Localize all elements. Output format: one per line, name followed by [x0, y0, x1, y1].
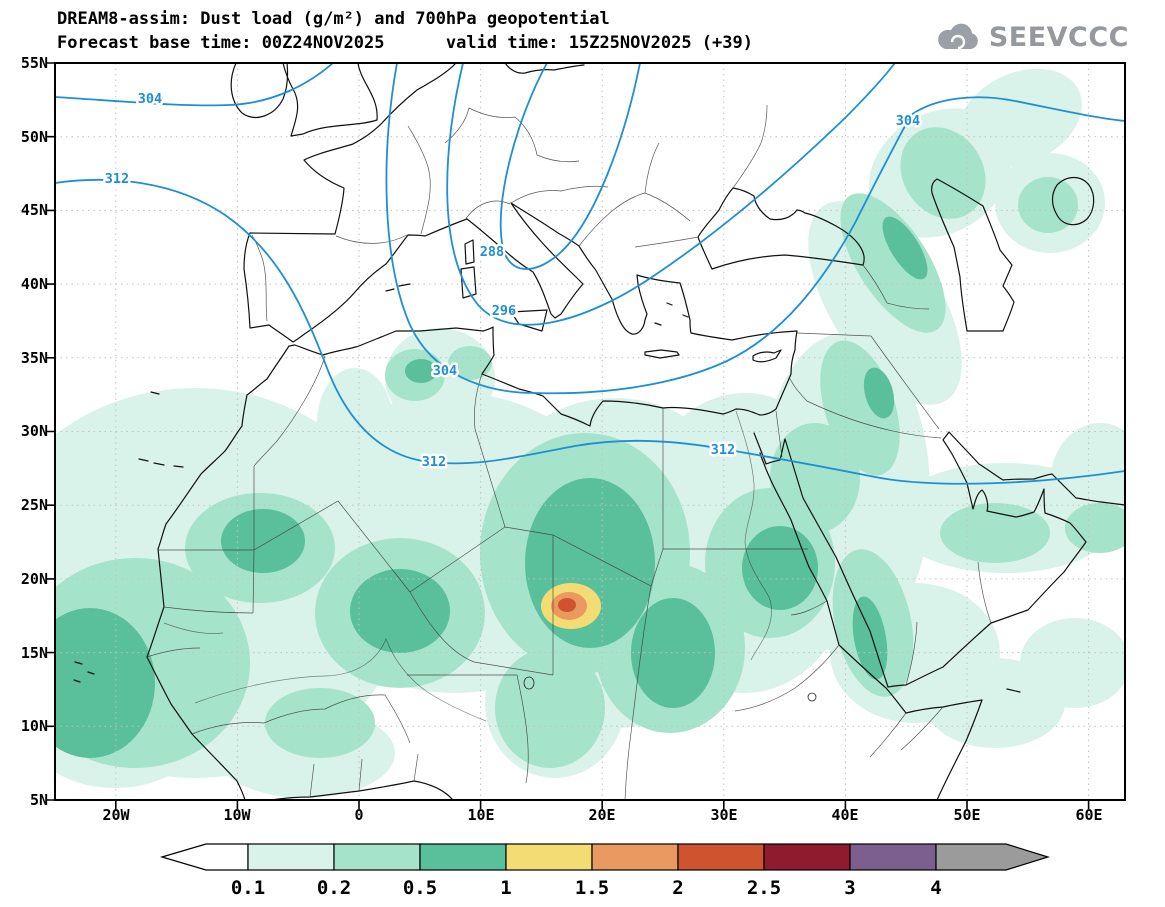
contour-label: 296 [492, 303, 516, 319]
colorbar-label: 1 [500, 877, 511, 899]
colorbar-label: 0.2 [317, 877, 351, 899]
lat-tick-label: 15N [20, 644, 48, 662]
coastlines [73, 63, 1125, 800]
colorbar-above-max [935, 843, 1051, 871]
lon-tick-label: 50E [953, 806, 981, 824]
colorbar-label: 0.1 [231, 877, 265, 899]
contour-label: 304 [138, 91, 162, 107]
colorbar-label: 0.5 [403, 877, 437, 899]
contour-296 [446, 63, 896, 326]
colorbar-label: 2.5 [747, 877, 781, 899]
axis-ticks [46, 62, 1090, 809]
map-canvas: 304 312 288 296 304 312 312 304 [46, 62, 1126, 809]
contour-312 [55, 178, 1125, 485]
dust-hotspot [541, 583, 601, 629]
lat-tick-label: 20N [20, 570, 48, 588]
contour-label: 288 [480, 244, 504, 260]
contour-304 [385, 63, 1125, 395]
lon-tick-label: 60E [1075, 806, 1103, 824]
lon-tick-label: 40E [831, 806, 859, 824]
lat-tick-label: 10N [20, 717, 48, 735]
logo-text: SEEVCCC [988, 21, 1129, 53]
contour-label: 312 [105, 171, 129, 187]
lon-tick-label: 10E [467, 806, 495, 824]
lat-tick-label: 50N [20, 128, 48, 146]
contour-label: 304 [433, 363, 457, 379]
lon-tick-label: 20W [102, 806, 130, 824]
lat-tick-label: 40N [20, 275, 48, 293]
lat-tick-label: 5N [29, 791, 48, 809]
contour-304-nw [55, 63, 334, 107]
contour-label: 304 [896, 113, 920, 129]
contour-label: 312 [422, 454, 446, 470]
contour-288 [499, 63, 641, 270]
lat-tick-label: 45N [20, 201, 48, 219]
graticule [55, 63, 1125, 800]
lon-tick-label: 30E [710, 806, 738, 824]
dust-layer-0.5 [55, 216, 928, 758]
seevccc-logo: SEEVCCC [932, 18, 1129, 56]
colorbar: 0.1 0.2 0.5 1 1.5 2 2.5 3 4 [159, 843, 1051, 899]
lon-tick-label: 20E [588, 806, 616, 824]
lat-tick-label: 30N [20, 422, 48, 440]
country-borders [146, 104, 992, 800]
lat-tick-label: 25N [20, 496, 48, 514]
lat-tick-label: 35N [20, 349, 48, 367]
geopotential-contours: 304 312 288 296 304 312 312 304 [55, 63, 1125, 485]
forecast-time-line: Forecast base time: 00Z24NOV2025 valid t… [57, 33, 753, 53]
colorbar-label: 4 [930, 877, 941, 899]
colorbar-label: 1.5 [575, 877, 609, 899]
page-title: DREAM8-assim: Dust load (g/m²) and 700hP… [57, 9, 610, 29]
rivers [163, 410, 817, 722]
contour-label: 312 [711, 442, 735, 458]
colorbar-label: 2 [672, 877, 683, 899]
lon-tick-label: 10W [223, 806, 251, 824]
lat-tick-label: 55N [20, 54, 48, 72]
lon-tick-label: 0 [354, 806, 364, 824]
colorbar-label: 3 [844, 877, 855, 899]
colorbar-below-min [159, 843, 249, 871]
cloud-icon [937, 23, 978, 50]
